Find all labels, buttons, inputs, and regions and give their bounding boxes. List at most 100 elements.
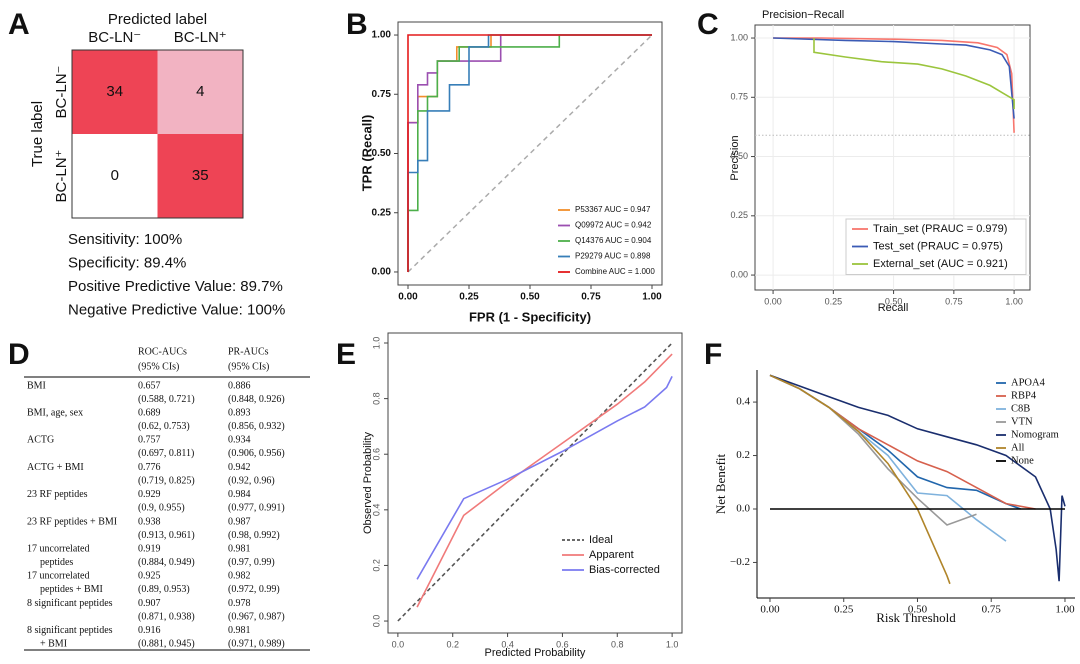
roc-ci: (0.913, 0.961) <box>138 530 195 541</box>
x-tick-label: 1.00 <box>642 292 662 303</box>
series-line <box>769 374 977 526</box>
series-line <box>407 34 652 272</box>
pr-auc: 0.987 <box>228 516 251 527</box>
series-line <box>397 342 673 622</box>
y-tick-label: 0.25 <box>372 207 392 218</box>
pr-auc: 0.981 <box>228 543 251 554</box>
series-line <box>813 38 1015 110</box>
y-tick-label: 0.4 <box>371 504 381 517</box>
x-tick-label: 0.8 <box>611 639 624 649</box>
pr-ci: (0.856, 0.932) <box>228 421 285 432</box>
y-tick-label: 0.75 <box>730 92 748 102</box>
roc-ci: (0.719, 0.825) <box>138 475 195 486</box>
pr-ci: (0.92, 0.96) <box>228 475 275 486</box>
y-tick-label: 1.00 <box>730 32 748 42</box>
roc-auc: 0.916 <box>138 625 161 636</box>
x-tick-label: 0.25 <box>459 292 479 303</box>
x-axis-title: FPR (1 - Specificity) <box>469 309 591 324</box>
panel-letter: B <box>346 8 368 41</box>
x-tick-label: 0.00 <box>764 296 782 306</box>
metric: Positive Predictive Value: 89.7% <box>68 278 283 295</box>
roc-ci: (0.884, 0.949) <box>138 557 195 568</box>
y-tick-label: 0.25 <box>730 210 748 220</box>
y-tick-label: 0.4 <box>736 396 750 408</box>
matrix-border <box>71 49 244 219</box>
x-tick-label: 0.75 <box>982 604 1002 616</box>
row-label: 23 RF peptides + BMI <box>27 516 117 527</box>
legend-label: Combine AUC = 1.000 <box>575 267 655 276</box>
series-line <box>769 374 1066 582</box>
x-tick-label: 0.00 <box>760 604 780 616</box>
y-axis-title: Observed Probability <box>362 431 374 534</box>
panel-letter: F <box>704 338 722 371</box>
legend-box <box>845 218 1027 275</box>
x-tick-label: 0.6 <box>556 639 569 649</box>
x-tick-label: 0.0 <box>392 639 405 649</box>
roc-ci: (0.62, 0.753) <box>138 421 190 432</box>
row-label: 17 uncorrelated <box>27 571 89 582</box>
pr-auc: 0.982 <box>228 571 251 582</box>
series-line <box>416 353 673 608</box>
y-axis-title: True label <box>29 101 46 167</box>
row-label: ACTG <box>27 435 54 446</box>
series-line <box>416 376 673 580</box>
y-tick-label: 0.8 <box>371 392 381 405</box>
pr-auc: 0.893 <box>228 407 251 418</box>
reference-line <box>407 34 653 273</box>
pr-auc: 0.886 <box>228 380 251 391</box>
y-tick-label: 1.00 <box>372 30 392 41</box>
legend-label: APOA4 <box>1011 377 1046 388</box>
chart-title: Precision−Recall <box>762 9 844 21</box>
x-tick-label: 0.75 <box>945 296 963 306</box>
x-tick-label: 1.00 <box>1005 296 1023 306</box>
pr-auc: 0.942 <box>228 462 251 473</box>
roc-ci: (0.588, 0.721) <box>138 394 195 405</box>
roc-auc: 0.929 <box>138 489 161 500</box>
x-tick-label: 0.2 <box>446 639 459 649</box>
panel-letter: C <box>697 8 719 41</box>
y-tick-label: 0.00 <box>730 269 748 279</box>
series-line <box>769 374 1021 510</box>
legend-label: Train_set (PRAUC = 0.979) <box>873 223 1007 235</box>
plot-frame <box>387 332 683 634</box>
y-tick-label: 0.2 <box>736 449 750 461</box>
x-tick-label: 0.25 <box>834 604 854 616</box>
matrix-cell <box>72 50 158 134</box>
metric: Sensitivity: 100% <box>68 231 182 248</box>
pr-ci: (0.97, 0.99) <box>228 557 275 568</box>
row-label: 23 RF peptides <box>27 489 88 500</box>
roc-auc: 0.657 <box>138 380 161 391</box>
y-tick-label: 0.0 <box>736 503 750 515</box>
matrix-cell <box>72 134 158 218</box>
matrix-cell <box>157 134 243 218</box>
row-label: 17 uncorrelated <box>27 543 89 554</box>
pr-ci: (0.98, 0.992) <box>228 530 280 541</box>
roc-ci: (0.697, 0.811) <box>138 448 194 459</box>
legend-label: Test_set (PRAUC = 0.975) <box>873 240 1003 252</box>
legend-label: RBP4 <box>1011 390 1037 401</box>
x-tick-label: 0.00 <box>398 292 418 303</box>
roc-auc: 0.776 <box>138 462 161 473</box>
roc-auc: 0.925 <box>138 571 161 582</box>
x-tick-label: 0.50 <box>520 292 540 303</box>
pr-ci: (0.972, 0.99) <box>228 584 280 595</box>
series-line <box>769 374 951 585</box>
y-tick-label: 0.0 <box>371 615 381 628</box>
x-axis-title: Recall <box>878 302 909 314</box>
series-line <box>773 37 1015 119</box>
x-axis-title: Predicted Probability <box>485 647 586 659</box>
pr-ci: (0.848, 0.926) <box>228 394 285 405</box>
roc-auc: 0.919 <box>138 543 161 554</box>
pr-ci: (0.906, 0.956) <box>228 448 285 459</box>
row-label: BMI <box>27 380 46 391</box>
legend-label: Apparent <box>589 549 634 561</box>
row-label: BMI, age, sex <box>27 407 83 418</box>
x-tick-label: 1.00 <box>1055 604 1075 616</box>
row-label: BC-LN⁻ <box>53 66 70 119</box>
y-tick-label: 0.50 <box>730 151 748 161</box>
legend-label: Bias-corrected <box>589 564 660 576</box>
row-label: + BMI <box>40 639 67 650</box>
column-header: (95% CIs) <box>228 361 269 372</box>
panel-letter: E <box>336 338 356 371</box>
pr-ci: (0.977, 0.991) <box>228 503 285 514</box>
